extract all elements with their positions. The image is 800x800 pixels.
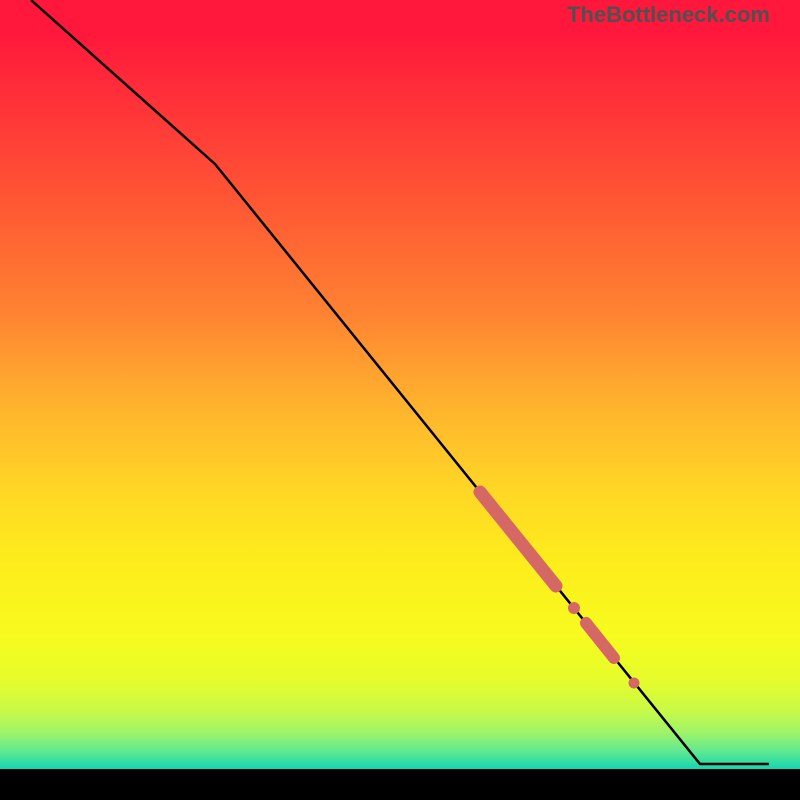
chart-svg [0,0,800,800]
watermark-text: TheBottleneck.com [567,2,770,28]
chart-canvas: TheBottleneck.com [0,0,800,800]
gradient-background [0,0,800,769]
